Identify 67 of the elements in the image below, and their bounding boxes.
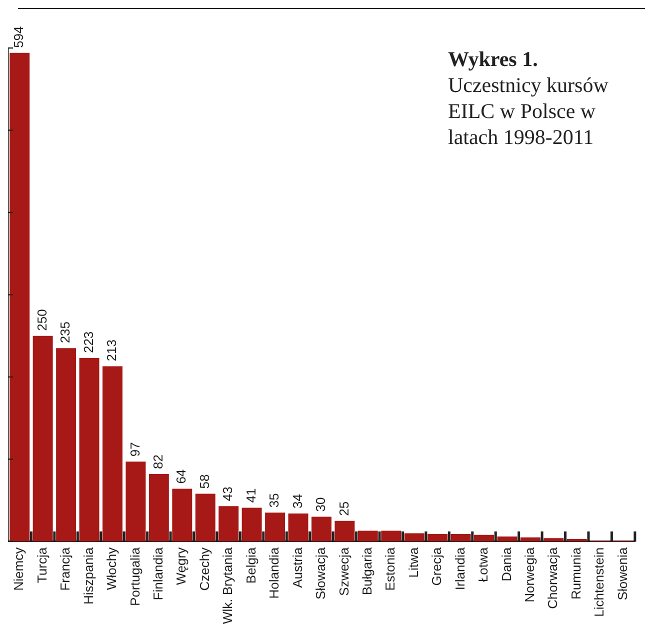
x-tick-label: Niemcy	[11, 546, 26, 591]
bar	[32, 336, 53, 542]
data-label: 213	[104, 340, 120, 362]
x-tick-label: Bułgaria	[359, 546, 374, 596]
data-label: 34	[290, 494, 305, 508]
bar	[172, 488, 192, 542]
data-label: 64	[174, 469, 189, 484]
text: Uczestnicy kursów EILC w Polsce w latach 1998-2011	[448, 72, 610, 150]
x-tick-label: Włochy	[104, 546, 120, 590]
bar	[334, 520, 355, 542]
bar	[56, 348, 76, 542]
data-label: 43	[220, 486, 236, 502]
bar	[358, 530, 378, 542]
x-tick-label: Portugalia	[127, 546, 142, 606]
bar	[148, 474, 169, 542]
bar	[79, 358, 100, 542]
x-tick-label: Słowacja	[313, 546, 328, 600]
data-label: 97	[127, 442, 142, 457]
chart-title: Wykres 1.	[448, 46, 539, 72]
x-tick-label: Estonia	[382, 546, 398, 591]
x-tick-label: Rumunia	[568, 546, 584, 600]
bar	[288, 513, 308, 542]
x-tick-label: Lichtenstein	[592, 547, 607, 617]
data-label: 25	[336, 501, 352, 516]
x-tick-label: Słowenia	[614, 546, 630, 600]
x-tick-label: Hiszpania	[80, 546, 96, 605]
x-tick-label: Francja	[58, 546, 73, 591]
x-tick-label: Irlandia	[452, 546, 468, 590]
data-label: 594	[11, 26, 26, 48]
x-tick-label: Łotwa	[476, 546, 491, 582]
x-tick-label: Dania	[498, 546, 514, 582]
data-label: 35	[266, 493, 282, 508]
x-tick-label: Litwa	[406, 546, 421, 578]
data-label: 250	[34, 309, 50, 331]
data-label: 223	[80, 331, 96, 354]
bar	[474, 534, 494, 542]
x-tick-label: Norwegia	[522, 546, 538, 602]
bar	[428, 534, 448, 542]
bar	[497, 536, 518, 542]
bar	[10, 52, 30, 542]
bar	[311, 516, 332, 542]
x-tick-label: Turcja	[34, 546, 50, 584]
x-tick-label: Grecja	[429, 546, 444, 586]
x-tick-label: Szwecja	[336, 546, 352, 596]
x-tick-label: Wlk. Brytania	[220, 546, 236, 624]
bar	[450, 534, 471, 542]
bar	[126, 462, 146, 542]
data-label: 235	[58, 321, 73, 344]
x-tick-label: Austria	[290, 546, 305, 588]
bar	[404, 533, 424, 542]
x-tick-label: Węgry	[174, 546, 189, 585]
x-tick-label: Holandia	[266, 546, 282, 599]
bar	[195, 494, 216, 542]
data-label: 58	[196, 474, 212, 489]
bar	[544, 538, 564, 542]
bar	[242, 508, 262, 542]
x-tick-label: Czechy	[196, 546, 212, 591]
data-label: 30	[313, 497, 328, 512]
bar	[218, 506, 239, 542]
data-label: 41	[243, 488, 258, 503]
x-tick-label: Belgia	[243, 546, 258, 584]
data-label: 82	[150, 454, 166, 469]
bar	[102, 366, 122, 542]
bar	[265, 512, 286, 542]
x-tick-label: Chorwacja	[545, 546, 560, 609]
x-tick-label: Finlandia	[150, 546, 166, 600]
bar	[381, 530, 402, 542]
